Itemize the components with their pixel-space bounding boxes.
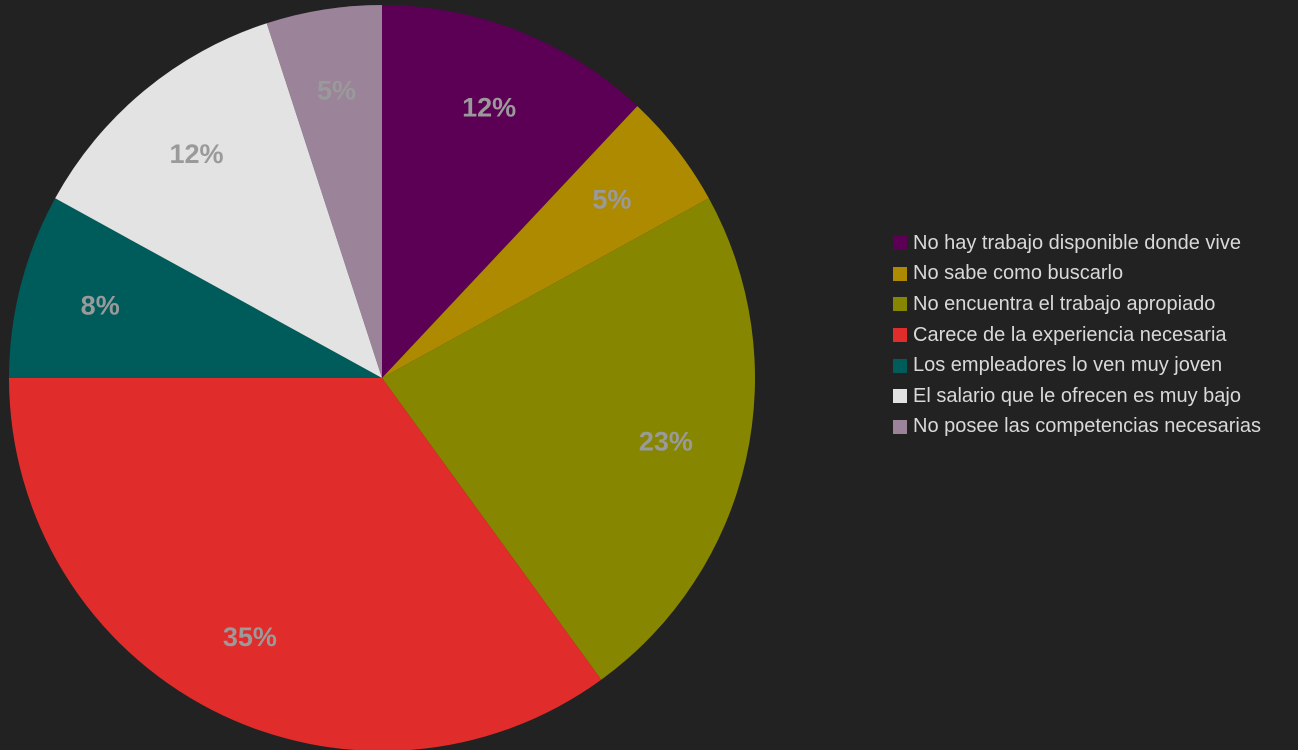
pie-slice-2 [382, 106, 709, 378]
pie-slice-6 [55, 23, 382, 378]
legend-item: El salario que le ofrecen es muy bajo [893, 381, 1261, 412]
pie-slices [9, 5, 755, 750]
legend-label: No encuentra el trabajo apropiado [913, 292, 1216, 315]
legend-label: No hay trabajo disponible donde vive [913, 231, 1241, 254]
pie-data-label-3: 23% [639, 427, 693, 457]
legend-swatch [893, 389, 907, 404]
pie-data-label-2: 5% [592, 185, 631, 215]
legend-item: No hay trabajo disponible donde vive [893, 228, 1261, 259]
legend-item: No encuentra el trabajo apropiado [893, 289, 1261, 320]
pie-data-label-4: 35% [223, 622, 277, 652]
pie-data-labels: 12% 5% 23% 35% 8% 12% 5% [81, 76, 693, 653]
legend-label: No posee las competencias necesarias [913, 415, 1261, 438]
legend-swatch [893, 328, 907, 343]
legend-item: No sabe como buscarlo [893, 259, 1261, 290]
legend-label: No sabe como buscarlo [913, 262, 1124, 285]
pie-slice-4 [9, 378, 602, 750]
legend-swatch [893, 297, 907, 312]
pie-data-label-1: 12% [462, 93, 516, 123]
chart-legend: No hay trabajo disponible donde vive No s… [893, 228, 1261, 442]
legend-label: El salario que le ofrecen es muy bajo [913, 384, 1241, 407]
legend-item: Los empleadores lo ven muy joven [893, 350, 1261, 381]
legend-swatch [893, 266, 907, 281]
pie-data-label-7: 5% [317, 76, 356, 106]
legend-label: Los empleadores lo ven muy joven [913, 354, 1223, 377]
legend-item: No posee las competencias necesarias [893, 412, 1261, 443]
pie-slice-7 [266, 5, 382, 378]
legend-label: Carece de la experiencia necesaria [913, 323, 1227, 346]
pie-data-label-6: 12% [169, 139, 223, 169]
legend-swatch [893, 236, 907, 251]
legend-item: Carece de la experiencia necesaria [893, 320, 1261, 351]
legend-swatch [893, 419, 907, 434]
pie-slice-5 [9, 198, 382, 378]
pie-data-label-5: 8% [81, 291, 120, 321]
pie-slice-1 [382, 5, 638, 378]
legend-swatch [893, 358, 907, 373]
pie-slice-3 [382, 198, 755, 680]
